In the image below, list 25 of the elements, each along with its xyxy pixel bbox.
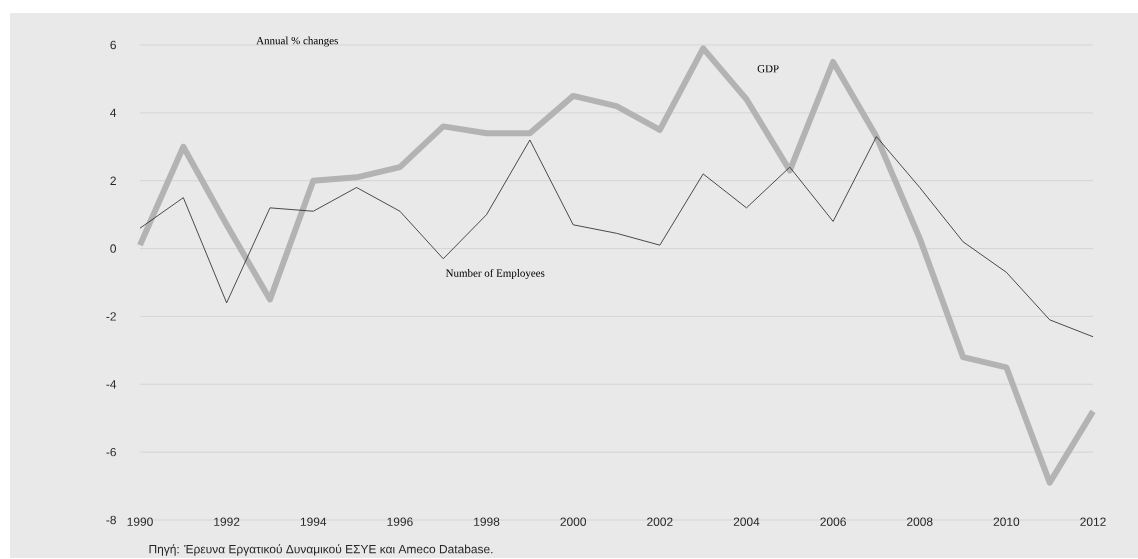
x-tick-label: 1992	[214, 517, 240, 526]
y-tick-label: 0	[110, 244, 117, 253]
x-tick-label: 2000	[560, 517, 587, 526]
y-tick-label: 4	[110, 108, 117, 117]
text: Πηγή: Έρευνα Εργατικού Δυναμικού ΕΣΥΕ και Ameco Database.	[149, 544, 493, 556]
y-tick-label: -4	[106, 380, 117, 389]
x-tick-label: 2012	[1080, 517, 1106, 526]
x-tick-label: 1990	[127, 517, 153, 526]
x-tick-label: 2008	[907, 517, 933, 526]
x-tick-label: 2010	[993, 517, 1020, 526]
y-tick-label: 6	[110, 40, 116, 50]
x-tick-label: 2006	[820, 517, 846, 526]
x-tick-label: 1996	[387, 517, 413, 526]
x-tick-label: 2004	[733, 517, 760, 526]
y-tick-label: 2	[110, 176, 116, 185]
y-tick-label: -6	[106, 447, 116, 457]
x-tick-label: 2002	[647, 517, 673, 526]
series-label: Number of Employees	[445, 268, 545, 280]
y-axis-title: Annual % changes	[256, 36, 338, 47]
line-series	[139, 136, 1094, 338]
y-tick-label: -2	[106, 312, 116, 321]
text: GDP	[757, 65, 779, 73]
x-tick-label: 1998	[474, 517, 500, 526]
x-tick-label: 1994	[300, 517, 327, 526]
y-tick-label: -8	[106, 515, 116, 525]
